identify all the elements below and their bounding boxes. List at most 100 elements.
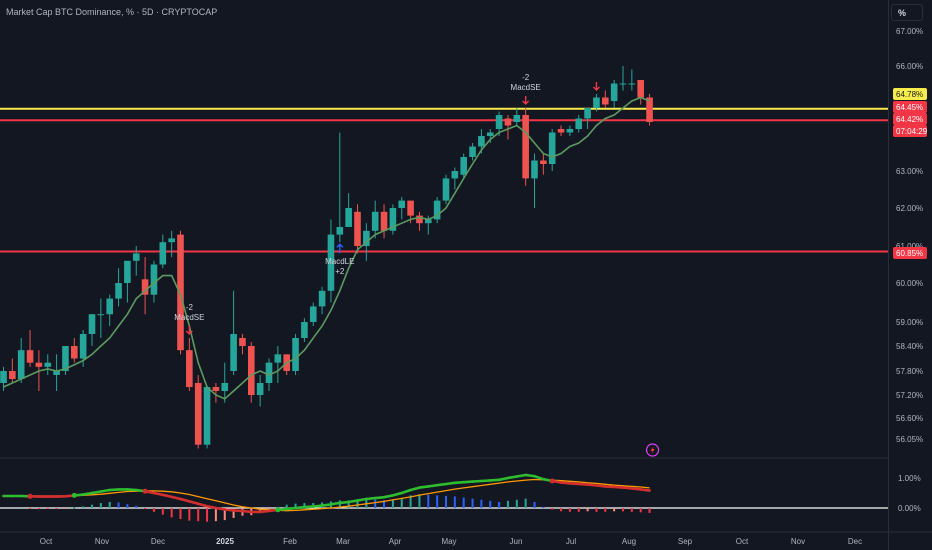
macd-histogram-bar — [427, 494, 430, 508]
candle-body — [478, 136, 485, 147]
candle-body — [124, 260, 131, 283]
macd-histogram-bar — [82, 506, 85, 508]
macd-histogram-bar — [126, 504, 129, 508]
candle-body — [256, 383, 264, 395]
price-label-text: 64.42% — [896, 115, 923, 124]
macd-line-segment — [320, 503, 333, 507]
y-tick-label: 62.00% — [896, 204, 923, 213]
x-tick-label: Dec — [848, 537, 862, 546]
macd-histogram-bar — [489, 500, 492, 508]
macd-line-segment — [214, 506, 227, 511]
macd-line-segment — [303, 505, 315, 509]
macd-line-segment — [188, 500, 200, 506]
candle-body — [88, 314, 96, 334]
macd-line-segment — [409, 486, 421, 492]
candle-body — [141, 279, 149, 295]
macd-histogram-bar — [37, 508, 40, 510]
price-label-text: 64.78% — [896, 90, 923, 99]
macd-histogram-bar — [232, 508, 235, 518]
macd-histogram-bar — [347, 500, 350, 508]
x-tick-label: 2025 — [216, 537, 234, 546]
candle-body — [557, 129, 565, 133]
macd-line-segment — [621, 486, 634, 490]
candle-body — [150, 264, 158, 295]
candle-body — [389, 208, 397, 231]
candle-body — [62, 346, 69, 371]
candle-body — [0, 371, 7, 383]
candle-body — [345, 208, 352, 227]
candle-body — [619, 83, 627, 85]
short-entry-arrow-icon — [592, 82, 600, 91]
macd-histogram-bar — [135, 505, 138, 508]
macd-histogram-bar — [418, 494, 421, 508]
candle-body — [17, 350, 25, 379]
macd-line-segment — [630, 487, 643, 491]
candle-body — [610, 83, 618, 101]
x-tick-label: Feb — [283, 537, 297, 546]
macd-line-segment — [400, 488, 412, 495]
macd-histogram-bar — [445, 495, 447, 508]
macd-histogram-bar — [108, 501, 111, 508]
macd-line-segment — [453, 480, 466, 485]
macd-histogram-bar — [648, 508, 651, 513]
candle-body — [177, 234, 184, 351]
macd-line-segment — [382, 494, 395, 499]
macd-histogram-bar — [64, 508, 67, 509]
candle-body — [301, 322, 308, 338]
macd-line-segment — [577, 482, 589, 486]
candle-body — [469, 146, 476, 157]
macd-cross-dot — [549, 478, 555, 484]
candle-body — [106, 298, 113, 315]
candle-body — [433, 200, 441, 220]
macd-histogram-bar — [568, 508, 571, 512]
candle-body — [371, 211, 379, 231]
candle-body — [194, 383, 202, 445]
signal-name-label: MacdSE — [511, 83, 541, 92]
lightning-bolt-glyph — [650, 446, 655, 454]
macd-line-segment — [241, 509, 253, 514]
candle-body — [602, 97, 609, 105]
candle-body — [575, 118, 583, 129]
chart-title: Market Cap BTC Dominance, % · 5D · CRYPT… — [6, 7, 218, 17]
y-tick-label: 58.40% — [896, 342, 923, 351]
candle-body — [354, 211, 361, 246]
macd-histogram-bar — [542, 506, 545, 508]
y-tick-label: 66.00% — [896, 62, 923, 71]
macd-histogram-bar — [214, 508, 217, 522]
macd-histogram-bar — [506, 500, 509, 508]
macd-histogram-bar — [55, 508, 58, 510]
macd-line-segment — [639, 488, 651, 492]
signal-qty-label: -2 — [522, 73, 530, 82]
candle-body — [318, 290, 326, 307]
candle-body — [309, 306, 317, 322]
macd-line-segment — [595, 484, 607, 488]
macd-line-segment — [391, 491, 404, 497]
macd-line-segment — [444, 481, 457, 486]
candle-body — [274, 354, 282, 363]
x-tick-label: Aug — [622, 537, 636, 546]
macd-histogram-bar — [409, 495, 412, 508]
x-tick-label: Nov — [95, 537, 109, 546]
candle-body — [628, 83, 636, 85]
y-tick-label: 59.00% — [896, 318, 923, 327]
x-tick-label: Jun — [510, 537, 523, 546]
percent-scale-button[interactable]: % — [891, 4, 923, 21]
macd-line-segment — [515, 473, 527, 478]
macd-histogram-bar — [400, 498, 403, 508]
macd-line-segment — [462, 480, 474, 484]
signal-qty-label: -2 — [186, 303, 194, 312]
price-label-badge — [893, 113, 927, 125]
macd-line-segment — [223, 508, 235, 512]
candle-body — [336, 227, 344, 235]
y-tick-label: 57.80% — [896, 367, 923, 376]
candle-body — [132, 253, 140, 261]
macd-cross-dot — [142, 488, 148, 494]
macd-line-segment — [568, 482, 581, 486]
candle-body — [513, 115, 521, 122]
macd-line-segment — [497, 476, 510, 482]
macd-histogram-bar — [46, 508, 49, 510]
macd-line-segment — [311, 504, 324, 508]
macd-histogram-bar — [179, 508, 182, 519]
long-entry-arrow-icon — [336, 243, 344, 254]
